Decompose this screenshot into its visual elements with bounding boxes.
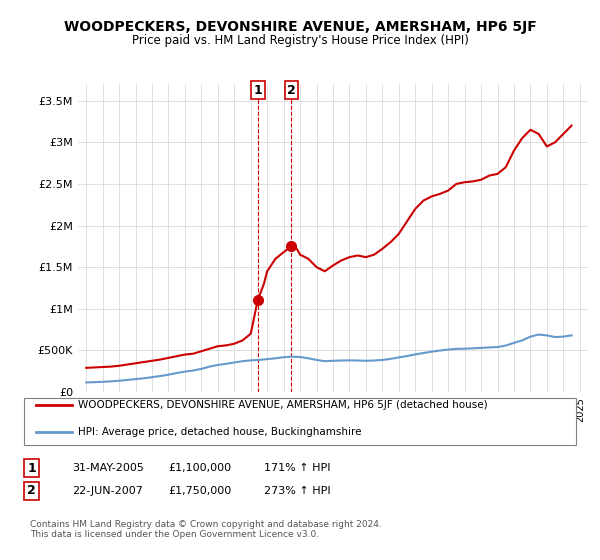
Text: WOODPECKERS, DEVONSHIRE AVENUE, AMERSHAM, HP6 5JF (detached house): WOODPECKERS, DEVONSHIRE AVENUE, AMERSHAM… [78, 400, 488, 410]
Text: Contains HM Land Registry data © Crown copyright and database right 2024.
This d: Contains HM Land Registry data © Crown c… [30, 520, 382, 539]
Text: WOODPECKERS, DEVONSHIRE AVENUE, AMERSHAM, HP6 5JF: WOODPECKERS, DEVONSHIRE AVENUE, AMERSHAM… [64, 20, 536, 34]
Text: 22-JUN-2007: 22-JUN-2007 [72, 486, 143, 496]
Text: HPI: Average price, detached house, Buckinghamshire: HPI: Average price, detached house, Buck… [78, 427, 361, 437]
Text: 1: 1 [28, 461, 36, 475]
Text: 2: 2 [28, 484, 36, 497]
Text: £1,100,000: £1,100,000 [168, 463, 231, 473]
Text: 31-MAY-2005: 31-MAY-2005 [72, 463, 144, 473]
Text: 1: 1 [253, 84, 262, 97]
Text: Price paid vs. HM Land Registry's House Price Index (HPI): Price paid vs. HM Land Registry's House … [131, 34, 469, 46]
Text: HPI: Average price, detached house, Buckinghamshire: HPI: Average price, detached house, Buck… [78, 427, 361, 437]
Text: 171% ↑ HPI: 171% ↑ HPI [264, 463, 331, 473]
Text: £1,750,000: £1,750,000 [168, 486, 231, 496]
Text: 2: 2 [287, 84, 296, 97]
Text: WOODPECKERS, DEVONSHIRE AVENUE, AMERSHAM, HP6 5JF (detached house): WOODPECKERS, DEVONSHIRE AVENUE, AMERSHAM… [78, 400, 488, 410]
Text: 273% ↑ HPI: 273% ↑ HPI [264, 486, 331, 496]
